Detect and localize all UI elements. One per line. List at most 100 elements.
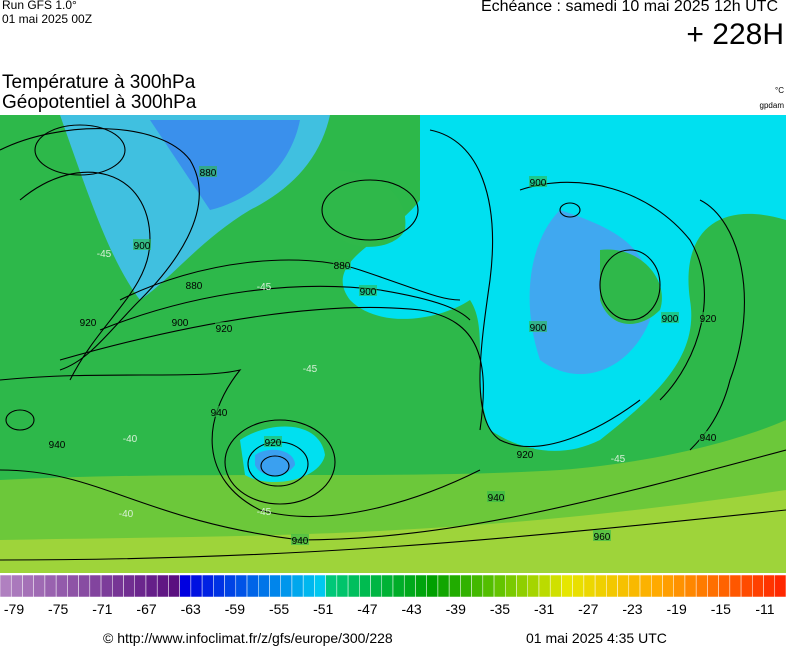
contour-label: 900 bbox=[530, 323, 547, 334]
scale-swatch bbox=[112, 574, 124, 598]
contour-label-bg bbox=[487, 491, 505, 502]
scale-swatch bbox=[314, 574, 326, 598]
scale-swatch bbox=[606, 574, 618, 598]
contour-label-bg bbox=[291, 534, 309, 545]
contour-label-bg bbox=[699, 312, 717, 323]
scale-swatch bbox=[67, 574, 79, 598]
generated: 01 mai 2025 4:35 UTC bbox=[526, 630, 667, 646]
scale-swatch bbox=[10, 574, 23, 598]
scale-swatch bbox=[134, 574, 147, 598]
scale-swatch bbox=[651, 574, 663, 598]
scale-swatch bbox=[347, 574, 360, 598]
scale-swatch bbox=[235, 574, 248, 598]
scale-swatch bbox=[740, 574, 753, 598]
scale-swatch bbox=[639, 574, 652, 598]
scale-swatch bbox=[471, 574, 484, 598]
contour bbox=[260, 455, 290, 477]
unit-temp: °C bbox=[775, 86, 784, 95]
contour-label: 920 bbox=[80, 318, 97, 329]
contour-label: 920 bbox=[700, 314, 717, 325]
scale-label: -67 bbox=[136, 601, 156, 617]
contour-label-bg bbox=[529, 321, 547, 332]
title: Température à 300hPa bbox=[2, 72, 196, 93]
scale-swatch bbox=[100, 574, 113, 598]
scale-swatch bbox=[123, 574, 135, 598]
contour bbox=[559, 202, 581, 218]
contour-label-bg bbox=[133, 239, 151, 250]
scale-swatch bbox=[707, 574, 719, 598]
scale-swatch bbox=[448, 574, 461, 598]
scale-swatch bbox=[302, 574, 315, 598]
scale-label: -11 bbox=[755, 601, 774, 617]
scale-swatch bbox=[594, 574, 607, 598]
scale-label: -55 bbox=[269, 601, 289, 617]
contour-label: 900 bbox=[360, 287, 377, 298]
contour bbox=[519, 181, 705, 401]
subtitle: Géopotentiel à 300hPa bbox=[2, 92, 197, 113]
color-scale: -79 -75 -71 -67 -63 -59 -55 -51 -47 -43 -39 -35 -31 -… bbox=[0, 574, 786, 617]
scale-swatch bbox=[538, 574, 551, 598]
scale-swatch bbox=[628, 574, 641, 598]
contour-label-bg bbox=[516, 448, 534, 459]
scale-swatch bbox=[258, 574, 270, 598]
contour-label-bg bbox=[333, 259, 351, 270]
scale-swatch bbox=[662, 574, 674, 598]
field-cold-low-core bbox=[255, 449, 295, 476]
contour-label: 960 bbox=[594, 532, 611, 543]
contour-label: 920 bbox=[265, 438, 282, 449]
contour-label-bg bbox=[529, 176, 547, 187]
contour bbox=[224, 419, 336, 505]
scale-swatch bbox=[549, 574, 562, 598]
contour-label-bg bbox=[215, 322, 233, 333]
contour-label: 940 bbox=[292, 536, 309, 547]
field-patch bbox=[600, 249, 662, 324]
contour-label-bg bbox=[199, 166, 217, 177]
contour bbox=[99, 285, 471, 331]
scale-swatch bbox=[359, 574, 371, 598]
contour bbox=[0, 128, 200, 371]
contour-label: 940 bbox=[49, 440, 66, 451]
map-labels: 880 900 920 880 900 920 880 900 940 940 920 940 940 9… bbox=[48, 166, 717, 547]
scale-label: -19 bbox=[667, 601, 687, 617]
scale-swatch bbox=[695, 574, 708, 598]
scale-swatch bbox=[482, 574, 495, 598]
temperature-label: -45 bbox=[303, 364, 318, 375]
scale-swatch bbox=[774, 574, 786, 598]
contour-label-bg bbox=[79, 316, 97, 327]
contour-label-bg bbox=[171, 316, 189, 327]
scale-swatch bbox=[145, 574, 158, 598]
scale-swatch bbox=[224, 574, 237, 598]
scale-label: -15 bbox=[711, 601, 731, 617]
contour-label-bg bbox=[699, 431, 717, 442]
scale-label: -79 bbox=[4, 601, 24, 617]
temperature-label: -45 bbox=[257, 507, 272, 518]
scale-swatch bbox=[156, 574, 169, 598]
contour bbox=[429, 129, 641, 448]
scale-swatch bbox=[437, 574, 450, 598]
scale-swatch bbox=[718, 574, 731, 598]
run-label: Run GFS 1.0° bbox=[2, 0, 77, 12]
scale-swatch bbox=[460, 574, 472, 598]
scale-swatch bbox=[44, 574, 57, 598]
scale-swatch bbox=[493, 574, 506, 598]
temperature-field bbox=[0, 115, 786, 573]
scale-swatch bbox=[168, 574, 180, 598]
scale-label: -75 bbox=[48, 601, 68, 617]
contour-label: 900 bbox=[662, 314, 679, 325]
contour-label: 940 bbox=[211, 408, 228, 419]
scale-swatch bbox=[89, 574, 102, 598]
scale-swatch bbox=[403, 574, 416, 598]
scale-swatch bbox=[370, 574, 383, 598]
scale-label: -43 bbox=[401, 601, 421, 617]
contour bbox=[5, 409, 35, 431]
contour-label: 940 bbox=[488, 493, 505, 504]
scale-swatch bbox=[381, 574, 394, 598]
contour-label: 900 bbox=[530, 178, 547, 189]
run-date: 01 mai 2025 00Z bbox=[2, 12, 93, 26]
scale-swatch bbox=[78, 574, 91, 598]
temperature-label: -45 bbox=[97, 249, 112, 260]
contour-label-bg bbox=[359, 285, 377, 296]
field-warmer bbox=[0, 490, 786, 573]
